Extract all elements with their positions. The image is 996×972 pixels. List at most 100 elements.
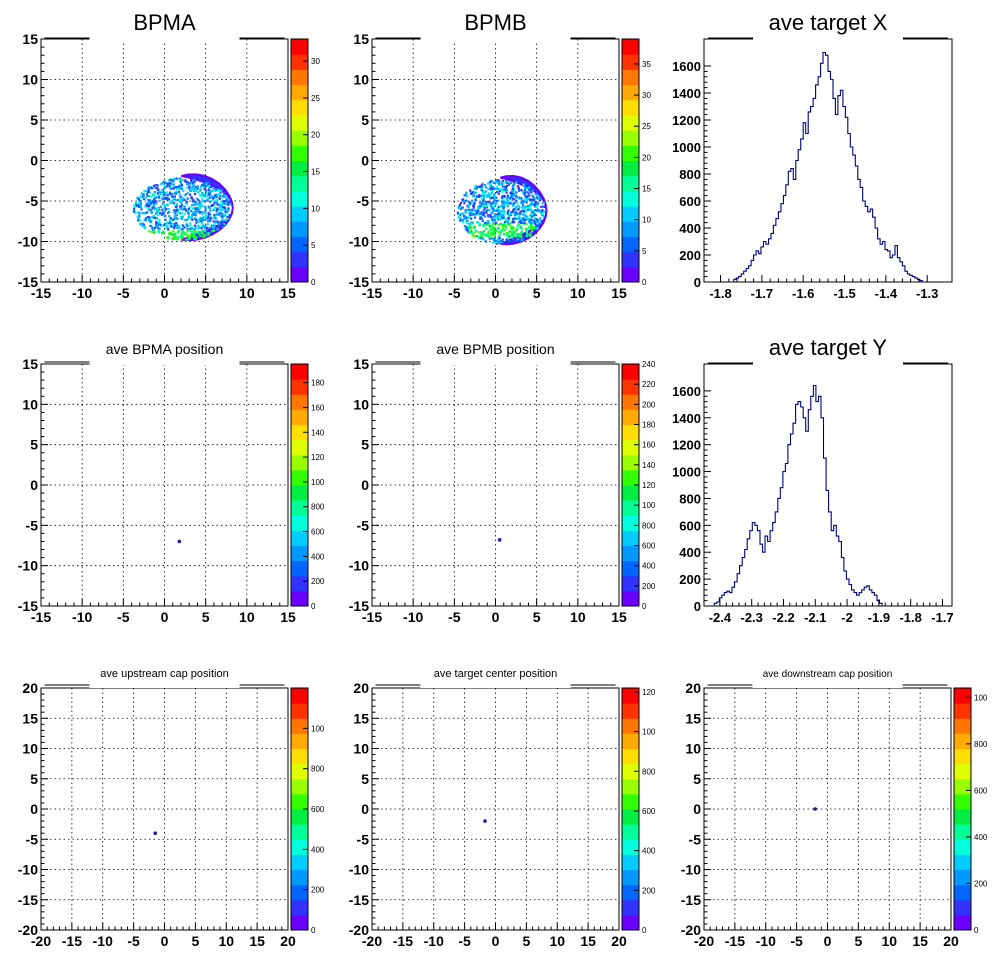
colorbar-segment — [291, 145, 308, 161]
density-cell — [194, 230, 197, 234]
density-cell — [136, 196, 139, 199]
y-tick-label: 0 — [694, 599, 701, 614]
density-cell — [145, 204, 148, 207]
density-cell — [542, 201, 545, 205]
colorbar-segment — [622, 884, 639, 901]
density-cell — [538, 210, 541, 214]
density-cell — [493, 197, 496, 200]
colorbar-segment — [291, 469, 308, 486]
colorbar-tick-label: 100 — [311, 478, 325, 487]
density-cell — [470, 201, 473, 204]
x-tick-label: 5 — [533, 285, 541, 301]
x-tick-label: -20 — [31, 933, 51, 949]
colorbar-tick-label: 30 — [311, 57, 320, 66]
density-cell — [216, 220, 219, 223]
density-cell — [509, 222, 512, 225]
colorbar-segment — [291, 718, 308, 734]
colorbar-segment — [954, 869, 971, 886]
title-box-gap — [89, 35, 240, 41]
density-cell — [198, 217, 201, 221]
density-cell — [498, 190, 501, 193]
density-cell — [527, 206, 531, 209]
density-cell — [173, 224, 176, 228]
title-box-gap — [420, 682, 571, 688]
density-cell — [222, 219, 225, 222]
density-cell — [490, 202, 493, 205]
density-cell — [491, 241, 495, 244]
x-tick-label: 15 — [249, 933, 265, 949]
density-cell — [487, 235, 490, 238]
density-cell — [176, 217, 179, 220]
density-cell — [479, 194, 483, 198]
density-cell — [482, 214, 485, 217]
density-cell — [193, 217, 196, 220]
density-cell — [171, 193, 174, 196]
density-cell — [146, 207, 149, 210]
colorbar-segment — [291, 500, 308, 516]
density-cell — [508, 230, 511, 233]
histogram-line — [704, 51, 952, 283]
density-cell — [465, 191, 468, 194]
x-tick-label: -1.3 — [916, 286, 938, 301]
density-cell — [200, 201, 203, 204]
density-cell — [221, 224, 224, 227]
y-tick-label: 15 — [353, 31, 369, 47]
colorbar-segment — [622, 839, 639, 855]
density-cell — [481, 204, 484, 207]
density-cell — [510, 233, 514, 236]
density-cell — [192, 235, 195, 238]
density-cell — [201, 194, 204, 197]
x-tick-label: -2.2 — [772, 610, 794, 625]
density-cell — [521, 199, 524, 202]
density-cell — [191, 218, 194, 221]
density-cell — [474, 235, 477, 238]
density-cell — [529, 198, 532, 202]
density-cell — [157, 195, 160, 198]
y-tick-label: -5 — [357, 831, 370, 847]
density-cell — [491, 201, 495, 204]
density-cell — [178, 178, 182, 181]
colorbar-tick-label: 140 — [311, 428, 325, 437]
density-cell — [198, 200, 202, 203]
density-cell — [167, 182, 171, 185]
density-cell — [501, 238, 504, 241]
density-cell — [502, 199, 506, 202]
density-cell — [505, 239, 508, 242]
mean-position-marker — [153, 831, 158, 835]
density-cell — [480, 211, 483, 214]
x-tick-label: -5 — [117, 609, 130, 625]
density-cell — [222, 213, 225, 216]
colorbar-segment — [291, 899, 308, 916]
density-cell — [142, 226, 146, 229]
colorbar-segment — [291, 439, 308, 456]
density-cell — [198, 202, 202, 205]
density-cell — [486, 202, 490, 205]
x-tick-label: -5 — [448, 609, 461, 625]
density-cell — [204, 195, 207, 198]
density-cell — [211, 199, 214, 202]
density-cell — [471, 191, 474, 194]
mean-position-marker — [177, 539, 182, 544]
density-cell — [221, 196, 224, 199]
chart-title: ave upstream cap position — [100, 668, 228, 680]
density-cell — [213, 215, 217, 219]
density-cell — [221, 214, 224, 218]
density-cell — [502, 241, 505, 244]
density-cell — [543, 205, 546, 209]
density-cell — [537, 222, 540, 226]
density-cell — [529, 234, 532, 237]
density-cell — [155, 196, 158, 199]
density-cell — [501, 224, 504, 227]
density-cell — [465, 216, 468, 220]
y-tick-label: 1000 — [672, 140, 701, 155]
density-cell — [201, 224, 204, 227]
density-cell — [147, 199, 150, 202]
density-cell — [170, 184, 173, 187]
title-box — [707, 667, 948, 683]
density-cell — [522, 217, 525, 220]
density-cell — [208, 220, 211, 223]
density-cell — [167, 207, 170, 211]
density-cell — [155, 208, 159, 211]
density-cell — [540, 209, 543, 212]
density-cell — [526, 232, 529, 235]
